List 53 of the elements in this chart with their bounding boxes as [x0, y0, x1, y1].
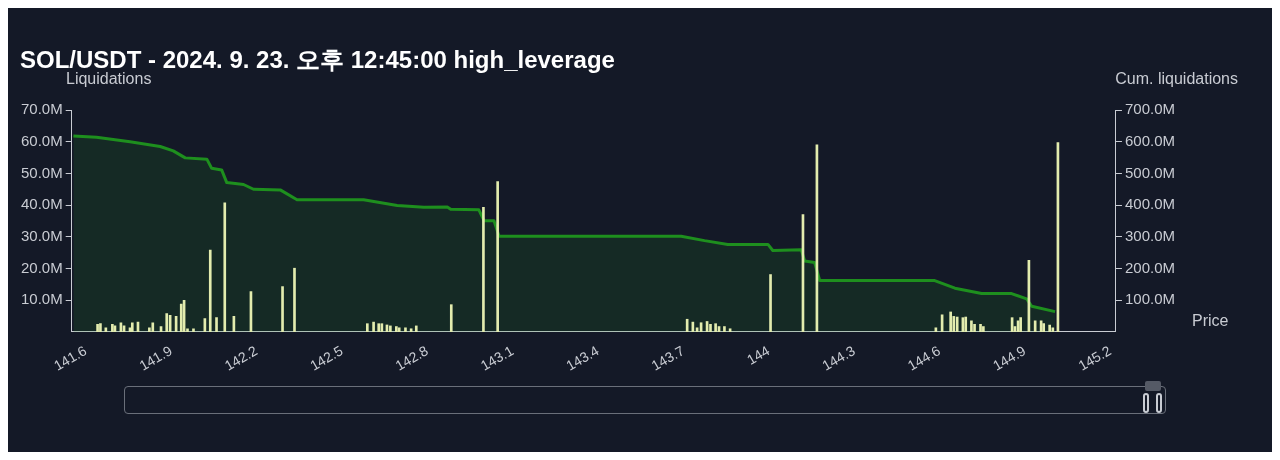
bar: [723, 326, 726, 332]
bar: [970, 320, 973, 332]
bar: [973, 324, 976, 332]
bar: [949, 311, 952, 332]
bar: [769, 274, 772, 332]
y2-tick-label: 600.0M: [1124, 131, 1176, 149]
bar: [293, 267, 296, 332]
bar: [449, 304, 453, 332]
bar: [215, 317, 218, 332]
bar: [397, 327, 401, 332]
bar: [192, 328, 195, 332]
bar: [366, 323, 369, 332]
x-tick-label: 144: [744, 342, 773, 368]
chart-title: SOL/USDT - 2024. 9. 23. 오후 12:45:00 high_leverage: [20, 45, 615, 73]
y2-tick-label: 700.0M: [1124, 100, 1176, 118]
bar: [395, 326, 398, 332]
x-axis-title: Price: [1192, 312, 1229, 330]
y-tick-label: 60.0M: [20, 131, 63, 149]
bar: [223, 202, 227, 332]
bar: [404, 327, 407, 332]
bar: [955, 316, 959, 332]
y2-tick-label: 400.0M: [1124, 195, 1176, 213]
bar: [482, 207, 485, 332]
bar: [389, 325, 392, 332]
bar: [99, 323, 102, 332]
bar: [979, 324, 982, 332]
bar: [982, 326, 985, 332]
y-tick-label: 70.0M: [20, 100, 63, 118]
bar: [151, 322, 155, 332]
bar: [281, 286, 284, 332]
bar: [96, 324, 99, 332]
bar: [714, 323, 717, 332]
bar: [414, 325, 418, 332]
bar: [208, 249, 212, 332]
y-tick-label: 40.0M: [20, 195, 63, 213]
bar: [496, 181, 499, 332]
y-tick-label: 20.0M: [20, 258, 63, 276]
bar: [952, 316, 956, 332]
bar: [1051, 327, 1055, 332]
bar: [179, 303, 183, 332]
y-axis-title: Liquidations: [66, 70, 152, 88]
bar: [1048, 324, 1051, 332]
bar: [130, 322, 134, 332]
y-tick-label: 10.0M: [20, 290, 63, 308]
y2-axis-title: Cum. liquidations: [1115, 70, 1238, 88]
bar: [372, 321, 375, 332]
y-tick-label: 30.0M: [20, 226, 63, 244]
y2-tick-label: 500.0M: [1124, 163, 1176, 181]
y2-tick-label: 300.0M: [1124, 226, 1176, 244]
y2-tick-label: 100.0M: [1124, 290, 1176, 308]
y-tick-label: 50.0M: [20, 163, 63, 181]
bar: [709, 324, 712, 332]
y2-tick-label: 200.0M: [1124, 258, 1176, 276]
